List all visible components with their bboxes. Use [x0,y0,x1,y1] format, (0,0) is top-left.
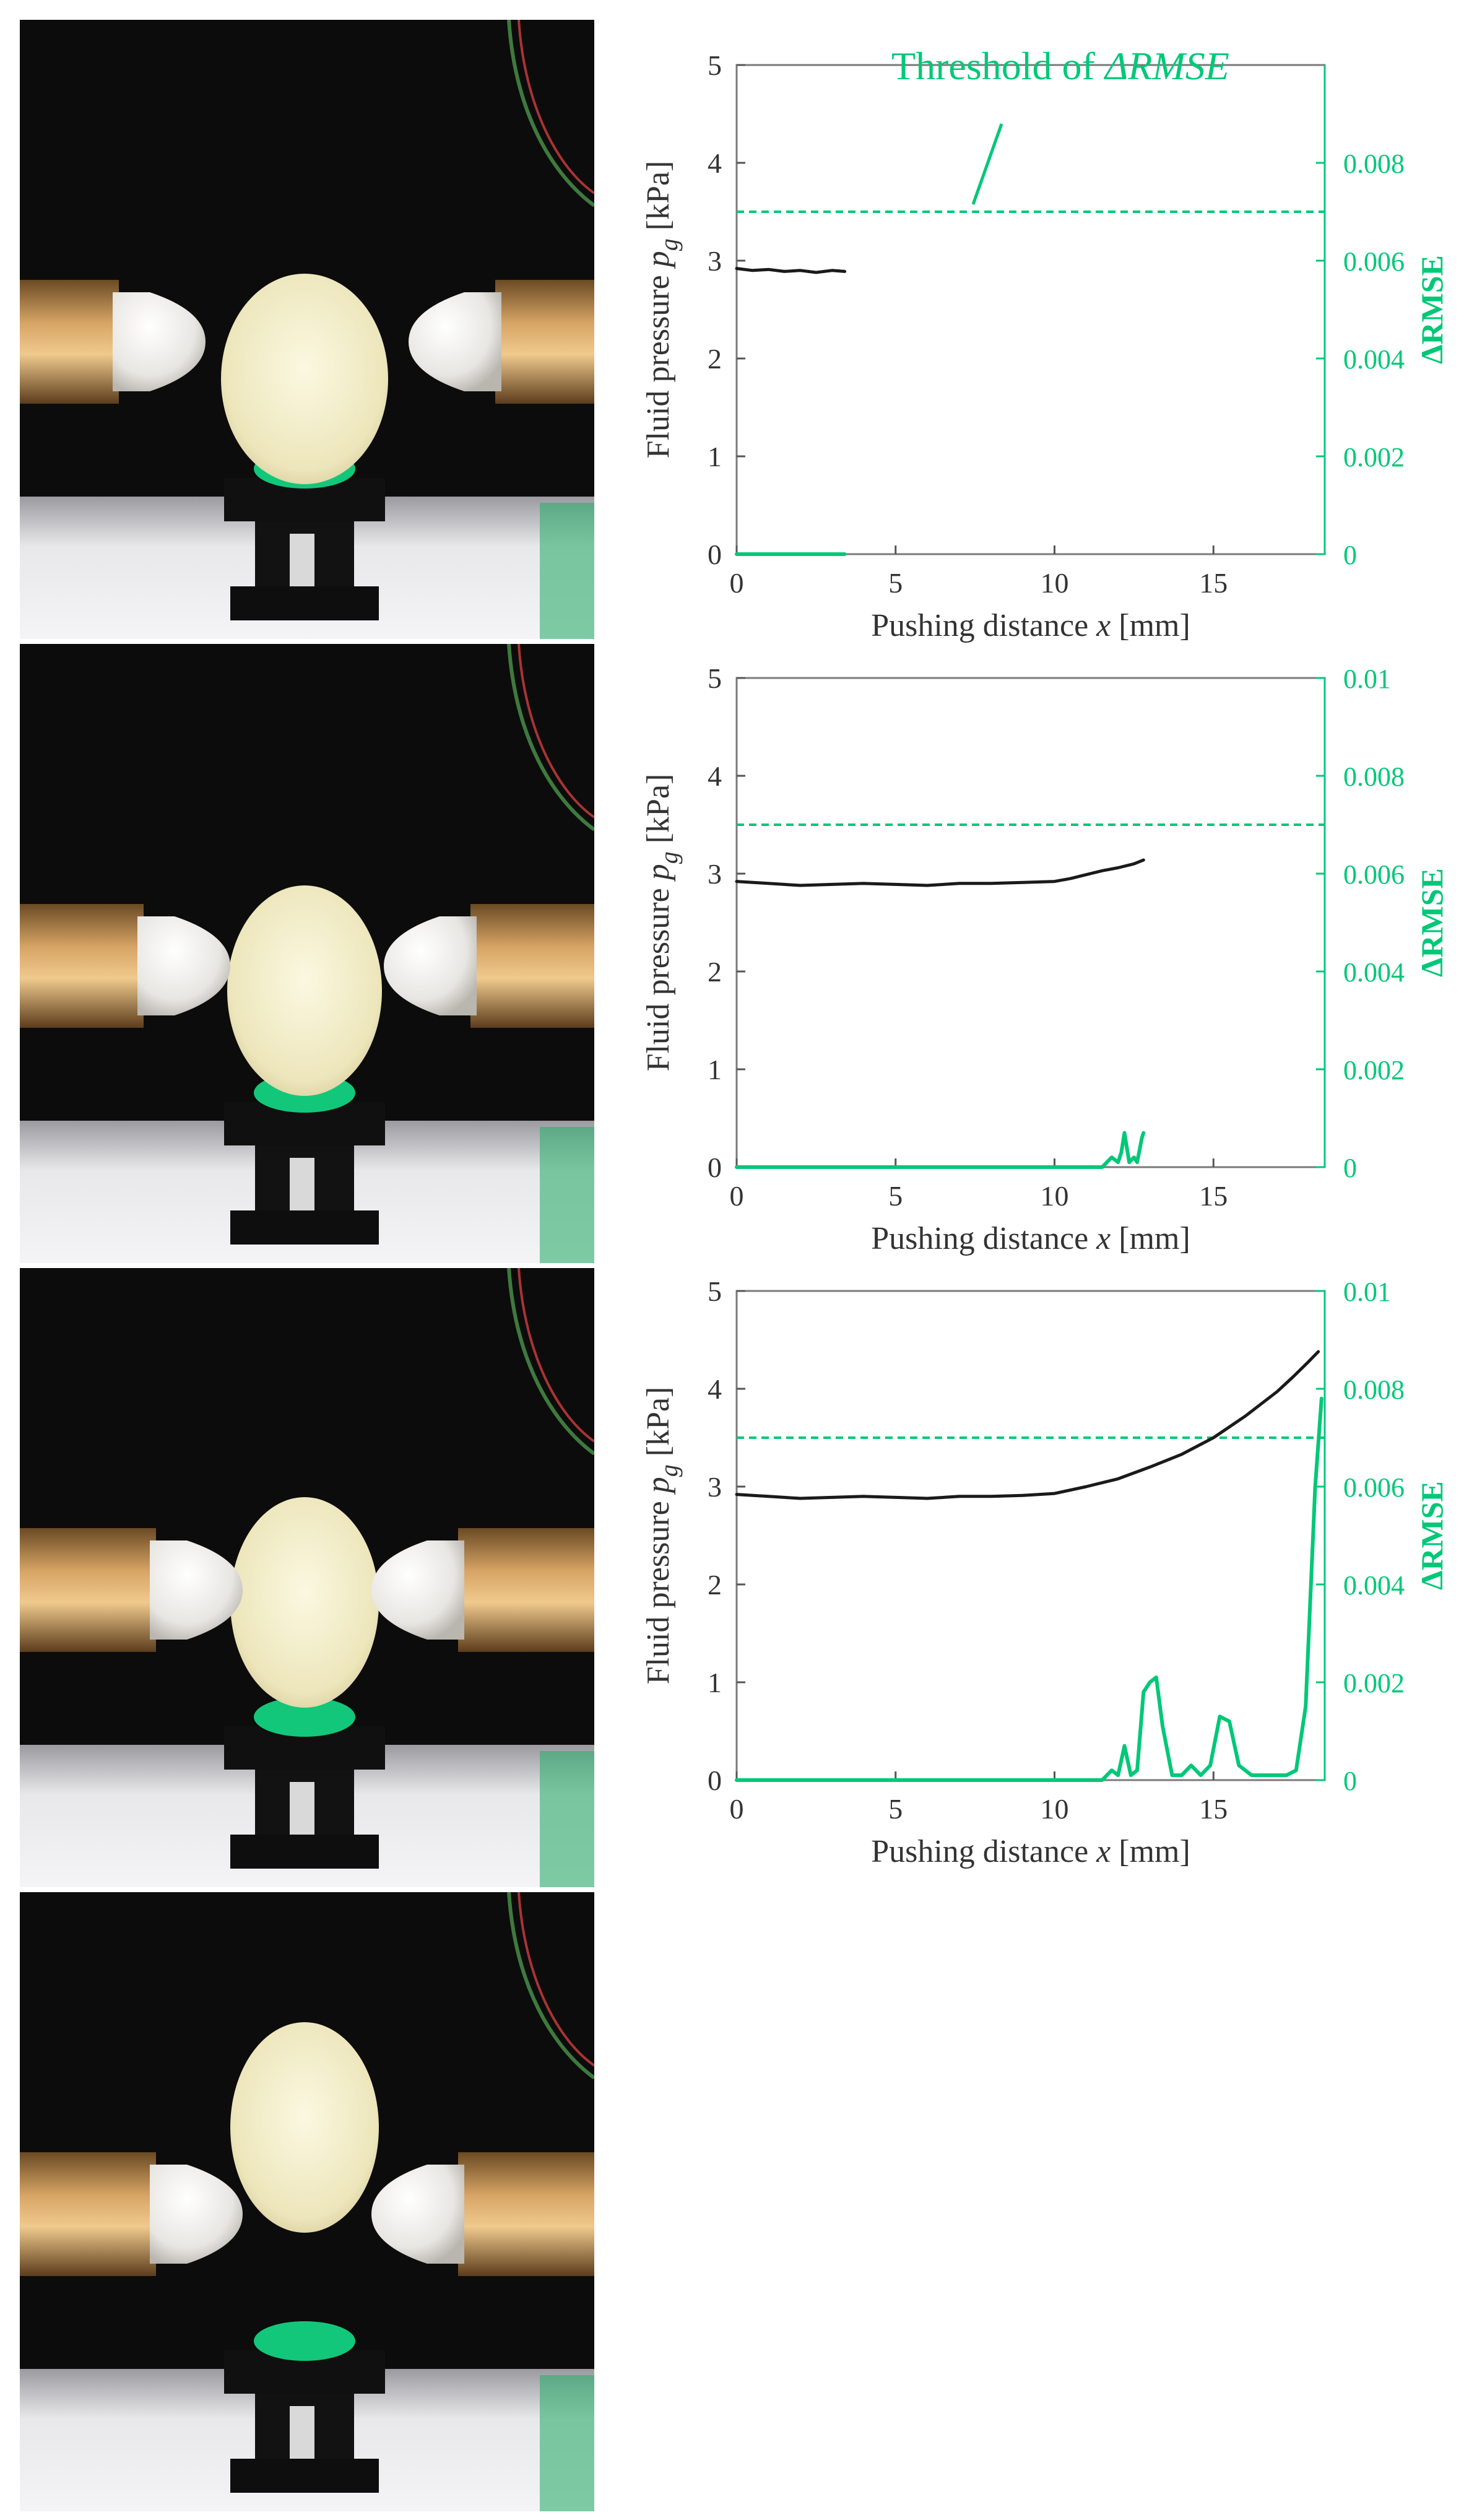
y-tick-label: 2 [708,343,722,375]
threshold-annotation-label: Threshold of ΔRMSE [891,44,1229,88]
pressure-series-line [735,858,1145,887]
y-axis-label-prefix: Fluid pressure [641,880,676,1071]
photo-panel-2 [20,644,594,1263]
y-axis-label-var: p [641,864,676,882]
y-axis-label-prefix: Fluid pressure [641,1493,676,1684]
y-tick-label: 3 [708,1471,722,1503]
threshold-annotation-pointer [971,123,1003,205]
y-tick-label: 1 [708,1667,722,1698]
y2-tick-label: 0 [1343,1766,1357,1796]
x-axis-label-prefix: Pushing distance [871,608,1096,643]
y-axis-label-prefix: Fluid pressure [641,267,676,458]
x-tick-label: 5 [888,1793,903,1825]
y2-tick-label: 0.002 [1343,1668,1405,1698]
y2-tick-label: 0.006 [1343,859,1405,890]
y-tick-label: 4 [708,147,722,179]
y-axis-label-unit: [kPa] [641,1387,676,1465]
y2-tick-label: 0 [1343,1153,1357,1183]
chart-panel-1: 0 5 10 15 0 1 2 3 4 5 0 0.002 0.004 0.006 0.008 Pushing… [641,50,1449,643]
y-tick-label: 2 [708,956,722,988]
plot-frame [735,1290,1326,1781]
y-tick-label: 3 [708,245,722,277]
photo-panel-3 [20,1268,594,1887]
x-tick-label: 15 [1199,1180,1228,1212]
x-axis-label-unit: [mm] [1111,1834,1190,1869]
x-axis-label-var: x [1096,1834,1111,1869]
y2-tick-label: 0.006 [1343,246,1405,277]
y-axis-label: Fluid pressure pg [kPa] [641,774,683,1072]
y2-tick-label: 0 [1343,540,1357,570]
x-axis-label: Pushing distance x [mm] [871,1221,1190,1256]
y-tick-label: 0 [708,1152,722,1183]
plot-frame [735,677,1326,1168]
rmse-series-line [735,1131,1146,1169]
pressure-series-line [735,1350,1320,1500]
chart-panel-3: 0 5 10 15 0 1 2 3 4 5 0 0.002 0.004 0.006 0.008 0.01 Pus… [641,1275,1449,1869]
y-axis-label: Fluid pressure pg [kPa] [641,1387,683,1685]
threshold-annotation: Threshold of ΔRMSE [891,43,1399,111]
y2-tick-label: 0.008 [1343,1375,1405,1405]
rmse-series-line [735,1396,1323,1782]
y2-tick-label: 0.002 [1343,442,1405,472]
y2-axis-label: ΔRMSE [1414,868,1449,977]
y-tick-label: 5 [708,663,722,694]
y2-tick-label: 0.002 [1343,1055,1405,1085]
x-tick-label: 0 [730,1793,744,1825]
y2-tick-label: 0.008 [1343,762,1405,792]
x-axis-label-prefix: Pushing distance [871,1221,1096,1256]
chart-panel-2: 0 5 10 15 0 1 2 3 4 5 0 0.002 0.004 0.006 0.008 0.01 Pus… [641,663,1449,1256]
photo-panel-4 [20,1892,594,2511]
y-tick-label: 0 [708,1765,722,1796]
y-axis-label-sub: g [655,851,683,864]
y-tick-label: 2 [708,1569,722,1601]
pressure-series-line [735,267,847,274]
y2-tick-label: 0.008 [1343,149,1405,179]
x-axis-label-prefix: Pushing distance [871,1834,1096,1869]
y-tick-label: 4 [708,760,722,792]
y2-tick-label: 0.004 [1343,344,1405,375]
y-axis-label-var: p [641,251,676,269]
y-tick-label: 3 [708,858,722,890]
y-tick-label: 1 [708,441,722,472]
y-axis-label-sub: g [655,238,683,251]
y-axis-label-unit: [kPa] [641,161,676,239]
y-tick-label: 1 [708,1054,722,1085]
x-axis-label-var: x [1096,1221,1111,1256]
x-tick-label: 15 [1199,567,1228,599]
y-tick-label: 5 [708,1275,722,1307]
x-axis-label: Pushing distance x [mm] [871,608,1190,643]
y2-axis-label: ΔRMSE [1414,255,1449,364]
x-tick-label: 10 [1041,567,1069,599]
y2-tick-label: 0.004 [1343,1570,1405,1601]
x-axis-label-unit: [mm] [1111,608,1190,643]
x-tick-label: 0 [730,1180,744,1212]
x-tick-label: 15 [1199,1793,1228,1825]
x-axis-label-unit: [mm] [1111,1221,1190,1256]
y-axis-label-var: p [641,1477,676,1495]
y-tick-label: 5 [708,50,722,81]
x-tick-label: 0 [730,567,744,599]
y2-tick-label: 0.01 [1343,1277,1391,1307]
y2-axis-label: ΔRMSE [1414,1481,1449,1590]
x-tick-label: 5 [888,567,903,599]
y-axis-label-unit: [kPa] [641,774,676,852]
y-tick-label: 0 [708,539,722,570]
y-axis-label-sub: g [655,1464,683,1477]
x-tick-label: 10 [1041,1793,1069,1825]
x-axis-label-var: x [1096,608,1111,643]
x-tick-label: 10 [1041,1180,1069,1212]
y2-tick-label: 0.01 [1343,664,1391,694]
x-tick-label: 5 [888,1180,903,1212]
y2-tick-label: 0.006 [1343,1472,1405,1503]
photo-panel-1 [20,20,594,639]
y2-tick-label: 0.004 [1343,957,1405,988]
y-axis-label: Fluid pressure pg [kPa] [641,161,683,459]
y-tick-label: 4 [708,1373,722,1405]
x-axis-label: Pushing distance x [mm] [871,1834,1190,1869]
